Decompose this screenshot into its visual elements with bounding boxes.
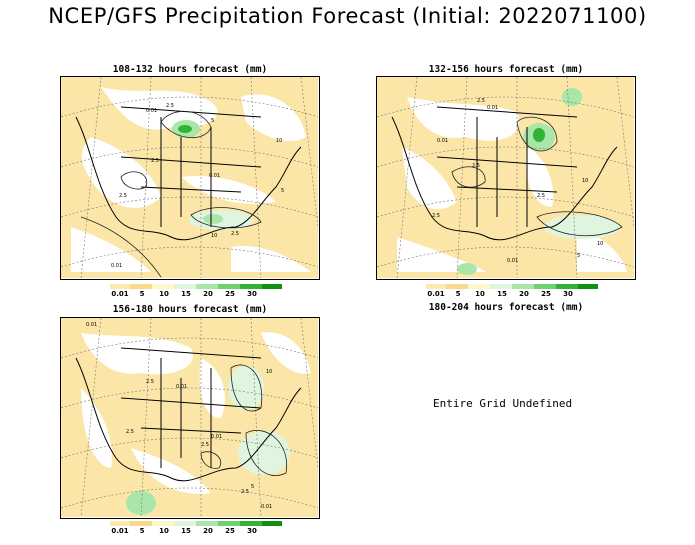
panel-2-title: 132-156 hours forecast (mm) xyxy=(428,64,584,75)
legend-colorbar xyxy=(110,521,282,526)
legend-tick: 10 xyxy=(475,290,485,298)
contour-label: 2.5 xyxy=(537,193,545,199)
contour-label: 2.5 xyxy=(231,231,239,237)
contour-label: 5 xyxy=(251,484,254,490)
legend-tick: 15 xyxy=(497,290,507,298)
panel-2-legend: 0.01 5 10 15 20 25 30 xyxy=(426,284,598,298)
legend-tick: 0.01 xyxy=(427,290,445,298)
legend-tick: 20 xyxy=(519,290,529,298)
contour-label: 2.5 xyxy=(126,429,134,435)
panel-3-legend: 0.01 5 10 15 20 25 30 xyxy=(110,521,282,535)
legend-colorbar xyxy=(110,284,282,289)
panel-4-undefined-note: Entire Grid Undefined xyxy=(433,397,573,410)
legend-tick: 20 xyxy=(203,527,213,535)
legend-tick: 10 xyxy=(159,290,169,298)
contour-label: 2.5 xyxy=(477,98,485,104)
contour-label: 5 xyxy=(211,118,214,124)
contour-label: 2.5 xyxy=(241,489,249,495)
contour-label: 10 xyxy=(582,178,588,184)
contour-label: 0.01 xyxy=(111,263,122,269)
panel-1-legend: 0.01 5 10 15 20 25 30 xyxy=(110,284,282,298)
contour-label: 0.01 xyxy=(211,434,222,440)
contour-label: 10 xyxy=(276,138,282,144)
contour-label: 0.01 xyxy=(86,322,97,328)
legend-tick: 10 xyxy=(159,527,169,535)
legend-tick: 5 xyxy=(455,290,461,298)
legend-tick: 5 xyxy=(139,290,145,298)
legend-colorbar xyxy=(426,284,598,289)
panel-3-map: 0.01 2.5 0.01 2.5 10 0.01 2.5 5 0.01 2.5 xyxy=(60,317,320,519)
panel-4-title: 180-204 hours forecast (mm) xyxy=(428,302,584,313)
contour-label: 0.01 xyxy=(176,384,187,390)
panel-1-map: 0.01 2.5 5 10 2.5 0.01 2.5 10 2.5 5 0.01 xyxy=(60,76,320,280)
contour-label: 5 xyxy=(577,253,580,259)
contour-label: 0.01 xyxy=(209,173,220,179)
contour-label: 2.5 xyxy=(119,193,127,199)
contour-label: 0.01 xyxy=(146,108,157,114)
page-title: NCEP/GFS Precipitation Forecast (Initial… xyxy=(48,4,647,28)
contour-label: 0.01 xyxy=(437,138,448,144)
contour-label: 10 xyxy=(266,369,272,375)
contour-label: 2.5 xyxy=(472,163,480,169)
contour-label: 2.5 xyxy=(146,379,154,385)
legend-tick: 30 xyxy=(247,290,257,298)
contour-label: 2.5 xyxy=(151,158,159,164)
contour-label: 0.01 xyxy=(487,105,498,111)
legend-tick: 0.01 xyxy=(111,527,129,535)
contour-label: 2.5 xyxy=(166,103,174,109)
panel-2-map: 0.01 2.5 0.01 2.5 10 2.5 0.01 10 5 2.5 xyxy=(376,76,636,280)
contour-label: 0.01 xyxy=(507,258,518,264)
contour-label: 5 xyxy=(281,188,284,194)
contour-label: 2.5 xyxy=(201,442,209,448)
legend-tick: 25 xyxy=(225,290,235,298)
contour-label: 10 xyxy=(211,233,217,239)
legend-tick: 15 xyxy=(181,290,191,298)
legend-tick: 25 xyxy=(225,527,235,535)
panel-3-title: 156-180 hours forecast (mm) xyxy=(112,304,268,315)
legend-tick: 0.01 xyxy=(111,290,129,298)
legend-tick: 20 xyxy=(203,290,213,298)
legend-tick: 5 xyxy=(139,527,145,535)
legend-tick: 30 xyxy=(247,527,257,535)
contour-label: 0.01 xyxy=(261,504,272,510)
legend-tick: 15 xyxy=(181,527,191,535)
legend-tick: 30 xyxy=(563,290,573,298)
contour-label: 2.5 xyxy=(432,213,440,219)
contour-label: 10 xyxy=(597,241,603,247)
panel-1-title: 108-132 hours forecast (mm) xyxy=(112,64,268,75)
legend-tick: 25 xyxy=(541,290,551,298)
